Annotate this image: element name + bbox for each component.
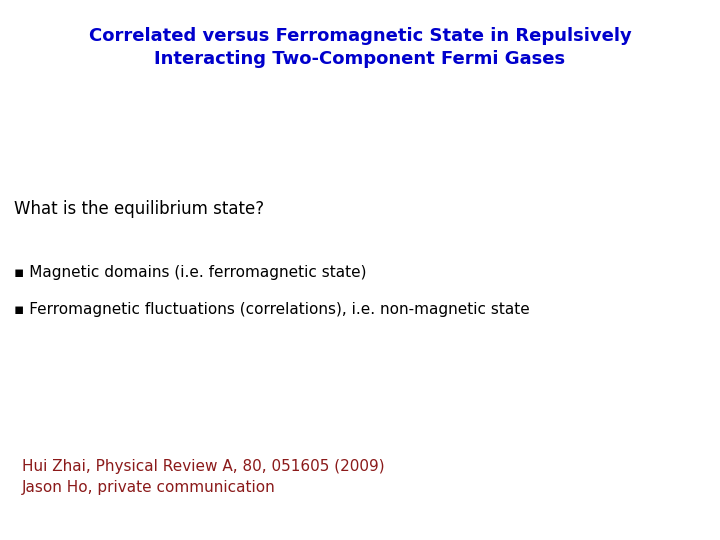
Text: Correlated versus Ferromagnetic State in Repulsively
Interacting Two-Component F: Correlated versus Ferromagnetic State in… [89,27,631,68]
Text: ▪ Magnetic domains (i.e. ferromagnetic state): ▪ Magnetic domains (i.e. ferromagnetic s… [14,265,367,280]
Text: Hui Zhai, Physical Review A, 80, 051605 (2009)
Jason Ho, private communication: Hui Zhai, Physical Review A, 80, 051605 … [22,459,384,495]
Text: What is the equilibrium state?: What is the equilibrium state? [14,200,264,218]
Text: ▪ Ferromagnetic fluctuations (correlations), i.e. non-magnetic state: ▪ Ferromagnetic fluctuations (correlatio… [14,302,530,318]
